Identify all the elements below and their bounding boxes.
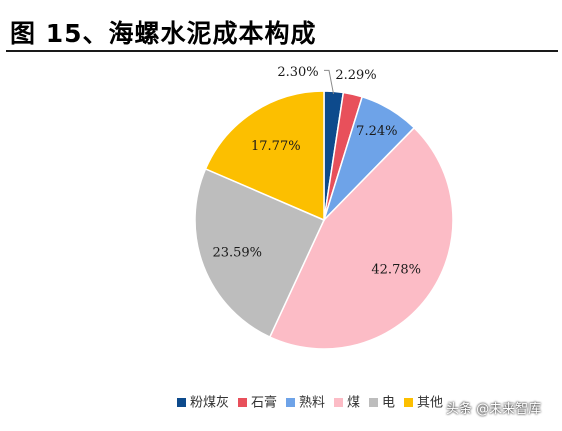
legend-swatch (286, 398, 295, 407)
legend-label: 石膏 (251, 395, 277, 411)
legend-label: 粉煤灰 (190, 396, 229, 411)
legend-label: 电 (382, 396, 395, 411)
legend-swatch (404, 398, 413, 407)
figure-title: 图 15、海螺水泥成本构成 (10, 19, 317, 48)
pie-slices (194, 90, 454, 350)
pie-slice-label: 2.29% (335, 68, 376, 83)
pie-slice-5 (194, 167, 326, 339)
legend-swatch (238, 398, 247, 407)
legend-label: 熟料 (299, 395, 325, 411)
leader-line (324, 69, 335, 95)
pie-slice-label: 7.24% (356, 124, 397, 139)
pie-slice-labels: 2.30% 2.29% 7.24% 42.78% 23.59% 17.77% (212, 65, 421, 277)
pie-slice-6 (204, 90, 325, 222)
legend-swatch (369, 398, 378, 407)
pie-slice-4 (268, 126, 454, 350)
pie-slice-label: 2.30% (277, 65, 318, 80)
legend-swatch (177, 398, 186, 407)
pie-slice-label: 23.59% (212, 246, 262, 261)
label-leader-lines (324, 69, 335, 95)
legend-swatch (334, 398, 343, 407)
pie-slice-label: 42.78% (371, 262, 421, 277)
chart-legend: 粉煤灰 石膏 熟料 煤 电 其他 (177, 395, 443, 411)
legend-label: 煤 (347, 396, 360, 411)
legend-label: 其他 (417, 396, 443, 411)
watermark: 头条 @未来智库 (446, 402, 542, 417)
pie-slice-label: 17.77% (251, 139, 301, 154)
title-divider (6, 50, 558, 52)
